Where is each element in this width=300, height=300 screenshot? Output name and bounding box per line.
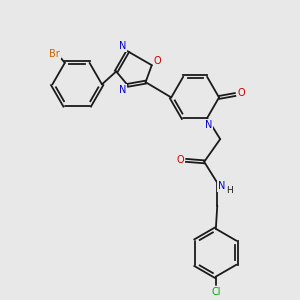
Text: Cl: Cl [211, 287, 220, 297]
Text: N: N [119, 85, 126, 95]
Text: O: O [238, 88, 245, 98]
Text: O: O [154, 56, 161, 66]
Text: H: H [226, 187, 233, 196]
Text: N: N [218, 181, 225, 191]
Text: Br: Br [49, 49, 60, 58]
Text: N: N [205, 119, 212, 130]
Text: O: O [176, 155, 184, 165]
Text: N: N [119, 41, 126, 51]
